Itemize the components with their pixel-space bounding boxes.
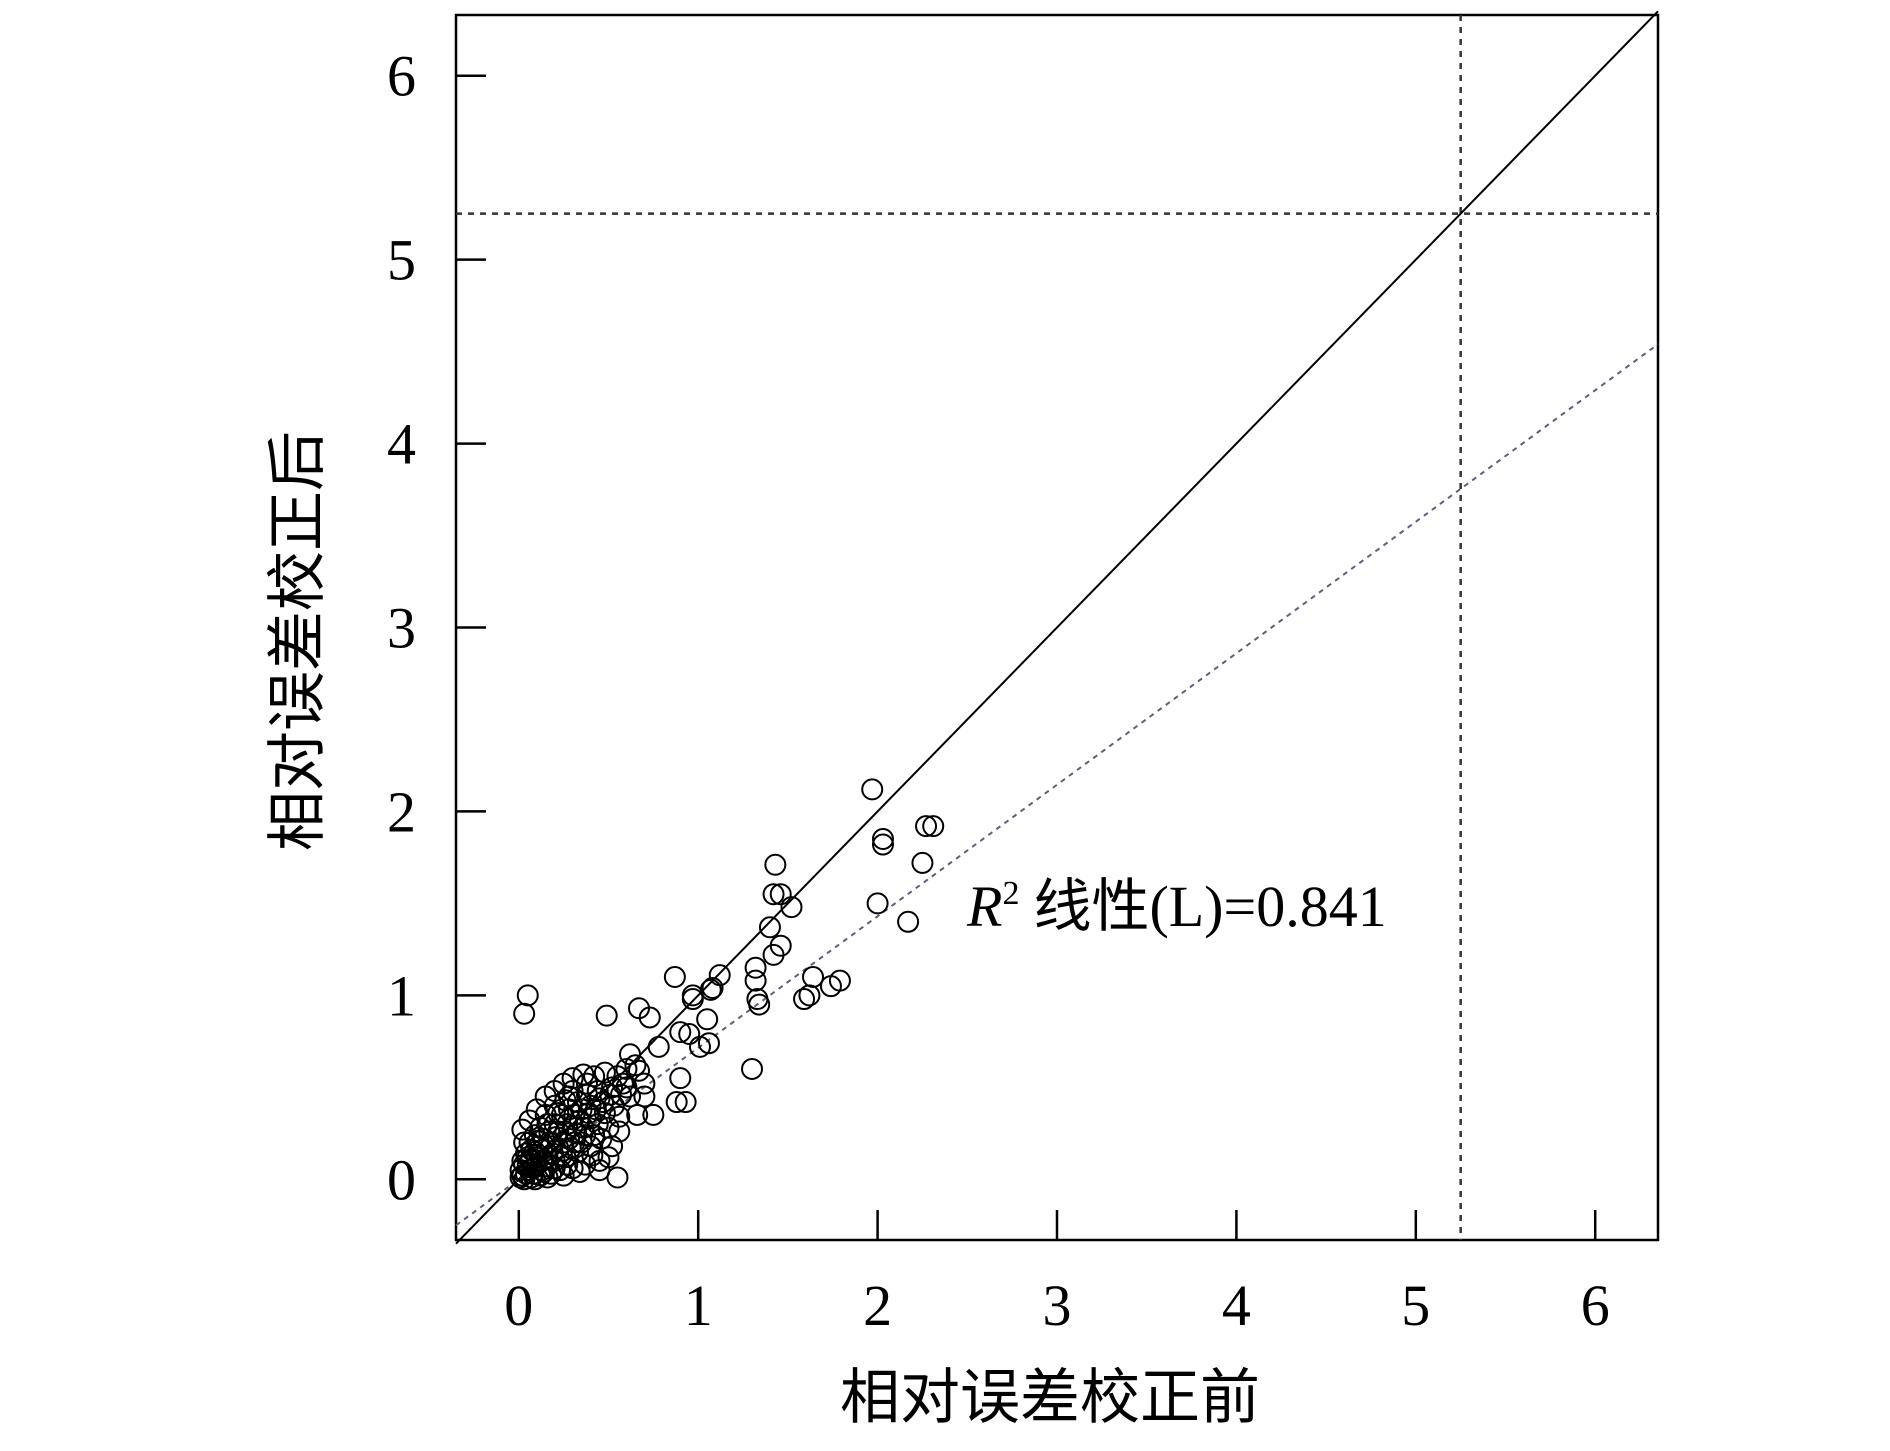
data-point (762, 943, 785, 966)
data-point (513, 1002, 536, 1025)
data-point (922, 815, 945, 838)
data-point (871, 833, 894, 856)
fit-lines-layer (455, 10, 1659, 1245)
identity-line (455, 10, 1659, 1245)
y-axis-label: 相对误差校正后 (265, 431, 331, 851)
data-point (769, 883, 792, 906)
data-point (663, 965, 686, 988)
data-point (595, 1004, 618, 1027)
data-point (534, 1103, 557, 1126)
data-point (828, 969, 851, 992)
data-point (574, 1124, 597, 1147)
data-point (556, 1153, 579, 1176)
reference-lines-layer (456, 15, 1658, 1240)
data-point (764, 853, 787, 876)
data-point (511, 1149, 534, 1172)
data-point (744, 956, 767, 979)
r2-power: 2 (1002, 875, 1019, 912)
data-point (633, 1085, 656, 1108)
r2-annotation: R2 线性(L)=0.841 (966, 874, 1387, 939)
x-tick-label: 1 (684, 1273, 713, 1338)
data-point (568, 1160, 591, 1183)
data-point (665, 1091, 688, 1114)
data-point (802, 965, 825, 988)
x-tick-label: 5 (1401, 1273, 1430, 1338)
data-point (583, 1065, 606, 1088)
data-point (518, 1109, 541, 1132)
data-point (619, 1043, 642, 1066)
linear-fit-line (455, 343, 1659, 1227)
x-tick-label: 3 (1043, 1273, 1072, 1338)
data-point (624, 1054, 647, 1077)
r2-text: 线性(L)=0.841 (1033, 874, 1386, 939)
y-tick-label: 5 (387, 228, 416, 293)
data-point (536, 1113, 559, 1136)
points-layer (509, 778, 945, 1191)
data-point (531, 1159, 554, 1182)
x-tick-label: 4 (1222, 1273, 1251, 1338)
data-point (669, 1067, 692, 1090)
data-point (741, 1057, 764, 1080)
data-point (516, 1153, 539, 1176)
x-tick-label: 2 (863, 1273, 892, 1338)
data-point (627, 1059, 650, 1082)
y-tick-label: 6 (387, 44, 416, 109)
data-point (674, 1091, 697, 1114)
data-point (523, 1124, 546, 1147)
data-point (866, 892, 889, 915)
data-point (871, 828, 894, 851)
y-tick-label: 4 (387, 412, 416, 477)
data-point (897, 910, 920, 933)
data-point (586, 1080, 609, 1103)
x-tick-label: 6 (1581, 1273, 1610, 1338)
data-point (543, 1157, 566, 1180)
data-point (558, 1085, 581, 1108)
data-point (563, 1131, 586, 1154)
data-point (575, 1072, 598, 1095)
data-point (593, 1061, 616, 1084)
data-point (633, 1072, 656, 1095)
data-point (798, 984, 821, 1007)
data-point (579, 1094, 602, 1117)
y-tick-label: 0 (387, 1147, 416, 1212)
data-point (611, 1072, 634, 1095)
data-point (744, 969, 767, 992)
data-point (758, 916, 781, 939)
data-point (608, 1105, 631, 1128)
data-point (780, 896, 803, 919)
data-point (915, 815, 938, 838)
data-point (642, 1103, 665, 1126)
data-point (911, 851, 934, 874)
data-point (554, 1089, 577, 1112)
y-tick-label: 2 (387, 779, 416, 844)
data-point (681, 988, 704, 1011)
y-tick-label: 3 (387, 596, 416, 661)
data-point (696, 1008, 719, 1031)
data-point (701, 977, 724, 1000)
data-point (748, 993, 771, 1016)
data-point (678, 1022, 701, 1045)
data-point (599, 1083, 622, 1106)
ticks-layer: 0 1 2 3 4 5 6 0 1 2 3 4 5 6 (387, 44, 1610, 1338)
data-point (697, 1032, 720, 1055)
data-point (861, 778, 884, 801)
x-axis-label: 相对误差校正前 (840, 1365, 1260, 1431)
data-point (647, 1035, 670, 1058)
data-point (627, 997, 650, 1020)
data-point (669, 1021, 692, 1044)
x-tick-label: 0 (504, 1273, 533, 1338)
data-point (516, 984, 539, 1007)
data-point (626, 1103, 649, 1126)
data-point (584, 1098, 607, 1121)
r2-symbol: R (966, 874, 1002, 939)
data-point (601, 1076, 624, 1099)
data-point (793, 988, 816, 1011)
data-point (581, 1144, 604, 1167)
y-tick-label: 1 (387, 963, 416, 1028)
data-point (762, 883, 785, 906)
